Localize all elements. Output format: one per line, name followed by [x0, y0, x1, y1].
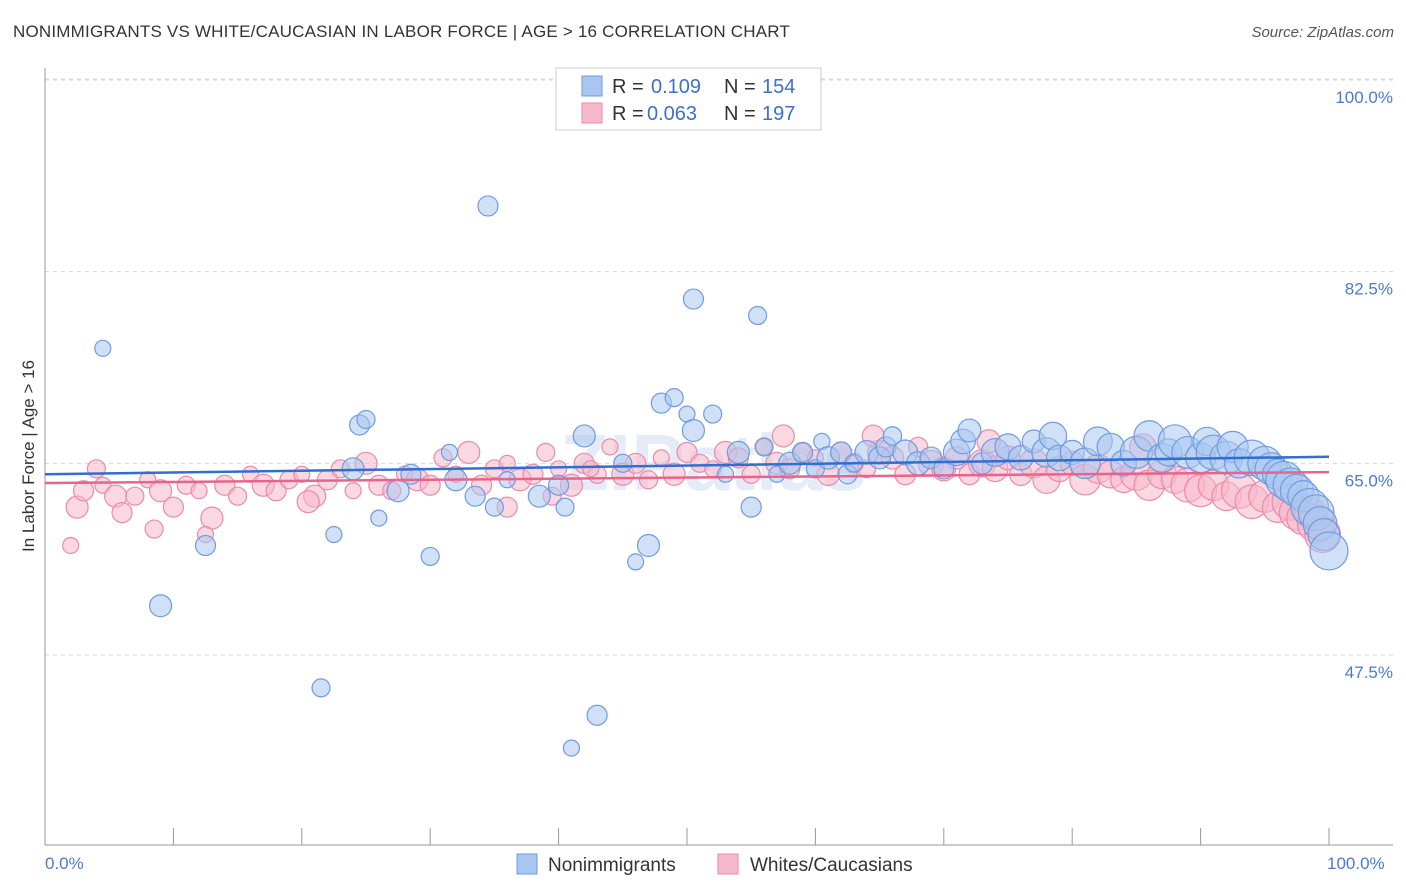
nonimmigrants-point [484, 497, 504, 517]
whites-caucasians-point [111, 502, 133, 524]
nonimmigrants-point [791, 441, 814, 463]
x-tick-label-max: 100.0% [1327, 854, 1385, 873]
nonimmigrants-point [555, 497, 575, 517]
nonimmigrants-point [148, 594, 173, 618]
nonimmigrants-point [547, 474, 570, 496]
chart-title: NONIMMIGRANTS VS WHITE/CAUCASIAN IN LABO… [13, 22, 791, 41]
nonimmigrants-point [194, 534, 217, 557]
y-tick-label: 65.0% [1345, 471, 1393, 490]
y-tick-labels: 47.5% 65.0% 82.5% 100.0% [1335, 88, 1393, 682]
whites-caucasians-point [457, 440, 481, 464]
nonimmigrants-point [627, 553, 645, 571]
bottom-legend-swatch-pink [717, 853, 739, 875]
whites-caucasians-point [162, 496, 184, 518]
whites-caucasians-point [676, 441, 698, 463]
correlation-legend: R = 0.109 N = 154 R = 0.063 N = 197 [555, 67, 822, 131]
whites-caucasians-point [419, 474, 441, 496]
whites-caucasians-point [771, 424, 795, 448]
nonimmigrants-point [681, 418, 706, 443]
nonimmigrants-point [754, 437, 774, 457]
pink-trend-line [44, 470, 1330, 485]
nonimmigrants-point [420, 546, 440, 567]
y-tick-label: 82.5% [1345, 280, 1393, 299]
nonimmigrants-point [664, 388, 684, 408]
nonimmigrants-point [586, 704, 608, 726]
whites-caucasians-point [601, 438, 619, 456]
whites-caucasians-point [72, 480, 95, 502]
nonimmigrants-point [325, 525, 343, 544]
nonimmigrants-point [726, 440, 750, 464]
nonimmigrants-point [440, 443, 459, 461]
nonimmigrants-point [311, 678, 331, 698]
whites-caucasians-point [86, 459, 106, 479]
nonimmigrants-point [464, 485, 486, 507]
nonimmigrants-point [356, 409, 376, 430]
whites-caucasians-point [638, 470, 659, 490]
nonimmigrants-point [1309, 531, 1349, 571]
legend-r-label-pink: R = [612, 103, 644, 125]
nonimmigrants-point [703, 404, 723, 424]
legend-swatch-pink [581, 102, 603, 124]
legend-r-label-blue: R = [612, 76, 644, 98]
bottom-legend-label-pink: Whites/Caucasians [750, 855, 913, 876]
nonimmigrants-point [716, 465, 735, 483]
whites-caucasians-point [144, 519, 164, 539]
whites-caucasians-point [662, 462, 686, 486]
legend-r-value-pink: 0.063 [647, 103, 697, 125]
nonimmigrants-point [748, 305, 768, 326]
whites-caucasians-point [536, 442, 556, 462]
source-credit: Source: ZipAtlas.com [1251, 24, 1394, 41]
legend-swatch-blue [581, 75, 603, 97]
nonimmigrants-point [94, 339, 112, 357]
whites-caucasians-point [549, 460, 568, 478]
x-axis-ticks [44, 828, 1330, 845]
whites-caucasians-point [200, 506, 224, 530]
legend-n-label-blue: N = [724, 76, 756, 98]
whites-caucasians-point [190, 482, 208, 500]
whites-caucasians-point [344, 482, 362, 500]
legend-n-value-blue: 154 [762, 76, 795, 98]
nonimmigrants-point [572, 424, 596, 448]
whites-caucasians-point [148, 479, 173, 503]
y-tick-label: 100.0% [1335, 88, 1393, 107]
gridlines [45, 78, 1393, 656]
nonimmigrants-point [933, 458, 955, 480]
bottom-legend-swatch-blue [516, 853, 538, 875]
nonimmigrants-point [400, 463, 422, 485]
blue-trend-line [44, 455, 1330, 476]
series-legend: Nonimmigrants Whites/Caucasians [516, 853, 913, 876]
nonimmigrants-point [527, 484, 551, 508]
y-axis-title: In Labor Force | Age > 16 [19, 360, 38, 552]
nonimmigrants-point [613, 453, 633, 473]
whites-caucasians-point [582, 460, 600, 478]
whites-caucasians-point [652, 449, 670, 467]
bottom-legend-label-blue: Nonimmigrants [548, 855, 676, 876]
legend-n-value-pink: 197 [762, 103, 795, 125]
nonimmigrants-point [740, 496, 762, 518]
whites-caucasians-point [125, 486, 145, 506]
nonimmigrants-point [636, 533, 661, 558]
legend-n-label-pink: N = [724, 103, 756, 125]
whites-caucasians-point [62, 536, 80, 555]
y-tick-label: 47.5% [1345, 663, 1393, 682]
series-blue-points [94, 195, 1349, 757]
whites-caucasians-point [296, 490, 320, 514]
nonimmigrants-point [477, 195, 499, 217]
x-tick-label-min: 0.0% [45, 854, 84, 873]
nonimmigrants-point [682, 288, 705, 310]
whites-caucasians-point [741, 464, 761, 484]
nonimmigrants-point [370, 509, 388, 527]
nonimmigrants-point [882, 426, 903, 446]
legend-r-value-blue: 0.109 [651, 76, 701, 98]
nonimmigrants-point [957, 418, 982, 443]
nonimmigrants-point [562, 739, 581, 757]
whites-caucasians-point [228, 486, 248, 506]
